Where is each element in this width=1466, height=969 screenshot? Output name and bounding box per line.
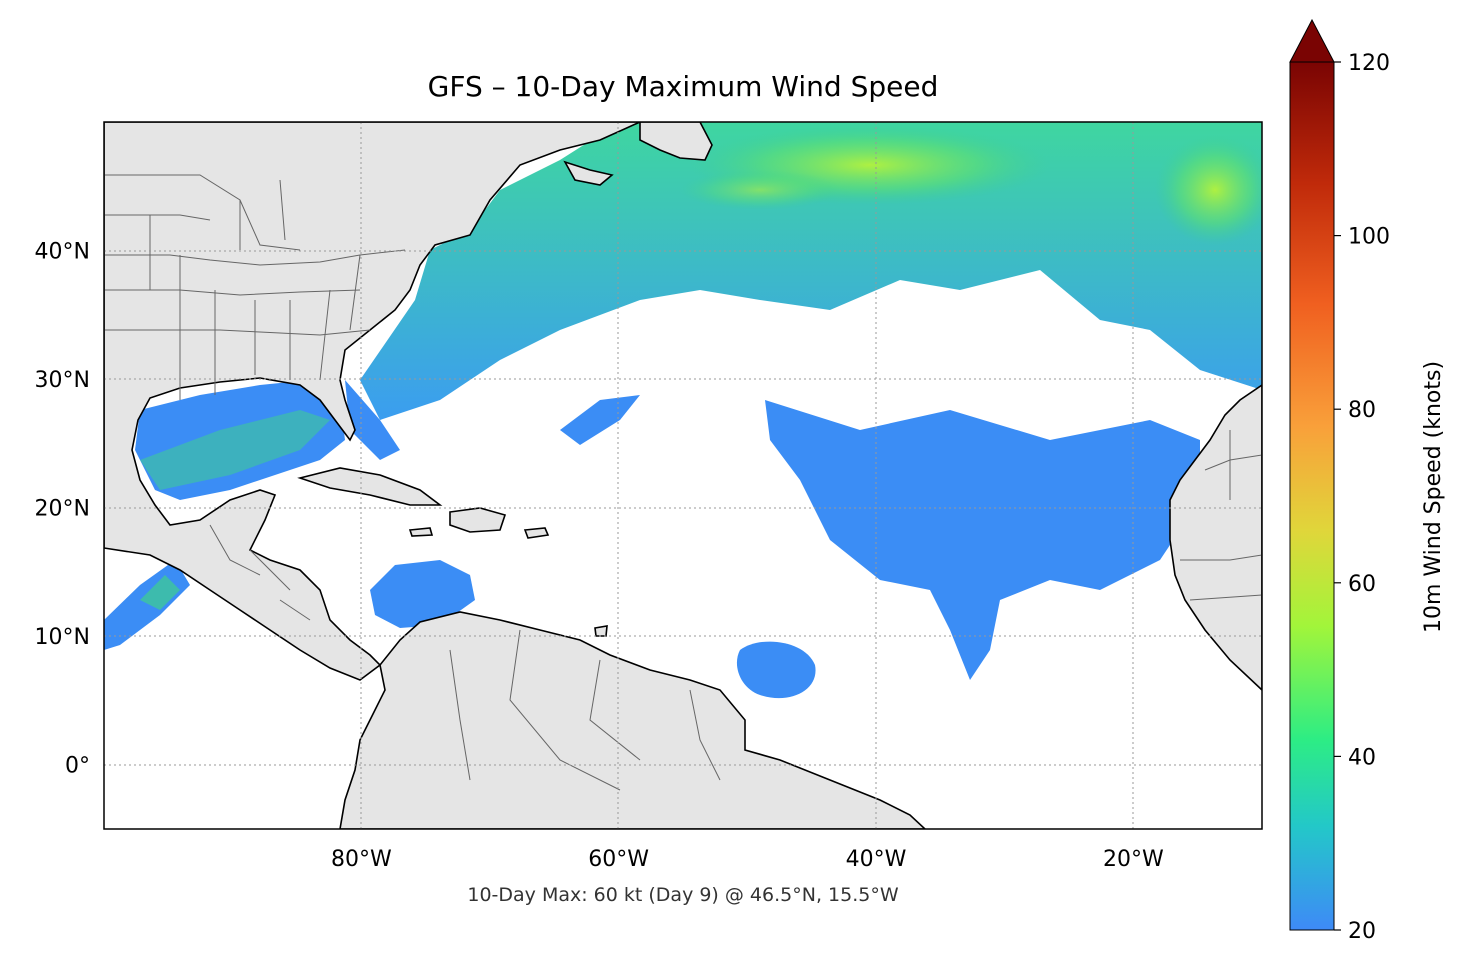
lat-tick-label: 0° xyxy=(65,754,90,779)
colorbar-ticks: 20 40 60 80 100 120 xyxy=(1334,51,1390,944)
colorbar-tick-label: 100 xyxy=(1348,225,1390,250)
political-borders xyxy=(104,174,1262,791)
colorbar-label: 10m Wind Speed (knots) xyxy=(1421,361,1446,633)
colorbar-tick-label: 20 xyxy=(1348,919,1376,944)
colorbar-tick-label: 40 xyxy=(1348,745,1376,770)
colorbar-tick-label: 60 xyxy=(1348,572,1376,597)
plot-frame xyxy=(103,121,1263,830)
lon-tick-label: 40°W xyxy=(846,847,907,872)
lat-tick-label: 20°N xyxy=(35,497,90,522)
colorbar-tick-label: 80 xyxy=(1348,398,1376,423)
lat-tick-label: 40°N xyxy=(35,240,90,265)
lat-tick-label: 30°N xyxy=(35,368,90,393)
lat-tick-label: 10°N xyxy=(35,625,90,650)
colorbar: 20 40 60 80 100 120 10m Wind Speed (knots) xyxy=(1289,18,1446,944)
map-title: GFS – 10-Day Maximum Wind Speed xyxy=(427,70,939,103)
lon-tick-label: 80°W xyxy=(331,847,392,872)
lon-tick-label: 60°W xyxy=(588,847,649,872)
lon-tick-label: 20°W xyxy=(1103,847,1164,872)
latitude-tick-labels: 40°N 30°N 20°N 10°N 0° xyxy=(35,240,90,779)
colorbar-extend-arrow xyxy=(1289,18,1335,63)
max-wind-summary: 10-Day Max: 60 kt (Day 9) @ 46.5°N, 15.5… xyxy=(467,884,899,906)
colorbar-gradient xyxy=(1289,61,1335,931)
gridlines xyxy=(104,122,1262,829)
land-masses xyxy=(104,122,1262,829)
colorbar-tick-label: 120 xyxy=(1348,51,1390,76)
longitude-tick-labels: 80°W 60°W 40°W 20°W xyxy=(331,847,1164,872)
